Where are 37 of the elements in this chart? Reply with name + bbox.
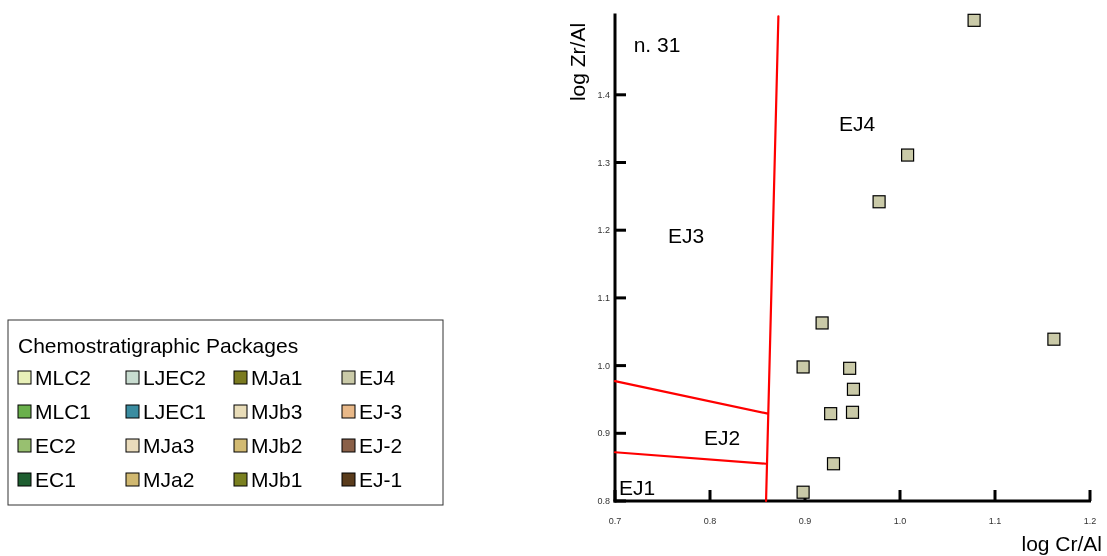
- y-axis-title: log Zr/Al: [566, 22, 589, 102]
- y-tick-label: 1.1: [597, 292, 610, 303]
- legend-label: MLC1: [35, 400, 92, 423]
- legend-label: EJ4: [359, 366, 396, 389]
- legend-label: EJ-2: [359, 434, 403, 457]
- legend-label: EC1: [35, 468, 76, 491]
- legend-label: MJb3: [251, 400, 303, 423]
- legend-label: MJb2: [251, 434, 303, 457]
- legend-label: EC2: [35, 434, 76, 457]
- legend-label: LJEC1: [143, 400, 207, 423]
- y-tick-label: 1.2: [597, 225, 610, 236]
- y-tick-label: 1.3: [597, 157, 610, 168]
- legend-label: MJb1: [251, 468, 303, 491]
- legend-label: EJ-3: [359, 400, 403, 423]
- legend-title: Chemostratigraphic Packages: [18, 334, 299, 357]
- legend-label: LJEC2: [143, 366, 207, 389]
- y-tick-label: 1.4: [597, 89, 610, 100]
- x-tick-label: 1.0: [893, 516, 907, 526]
- annotation: EJ1: [618, 476, 656, 499]
- legend-label: MJa3: [143, 434, 195, 457]
- annotation: EJ2: [703, 426, 741, 449]
- y-tick-label: 1.0: [597, 360, 610, 371]
- x-tick-label: 0.9: [798, 516, 812, 526]
- y-tick-label: 0.9: [597, 428, 610, 439]
- x-tick-label: 1.2: [1083, 516, 1097, 526]
- x-tick-label: 1.1: [988, 516, 1002, 526]
- x-tick-label: 0.7: [608, 516, 622, 526]
- legend-label: MJa1: [251, 366, 303, 389]
- legend-label: MJa2: [143, 468, 195, 491]
- x-axis-title: log Cr/Al: [1021, 532, 1102, 555]
- annotation: EJ4: [838, 112, 876, 135]
- y-tick-label: 0.8: [597, 496, 610, 506]
- annotation: EJ3: [667, 224, 705, 247]
- legend-label: MLC2: [35, 366, 92, 389]
- annotation: n. 31: [633, 33, 681, 56]
- legend-label: EJ-1: [359, 468, 403, 491]
- x-tick-label: 0.8: [703, 516, 717, 526]
